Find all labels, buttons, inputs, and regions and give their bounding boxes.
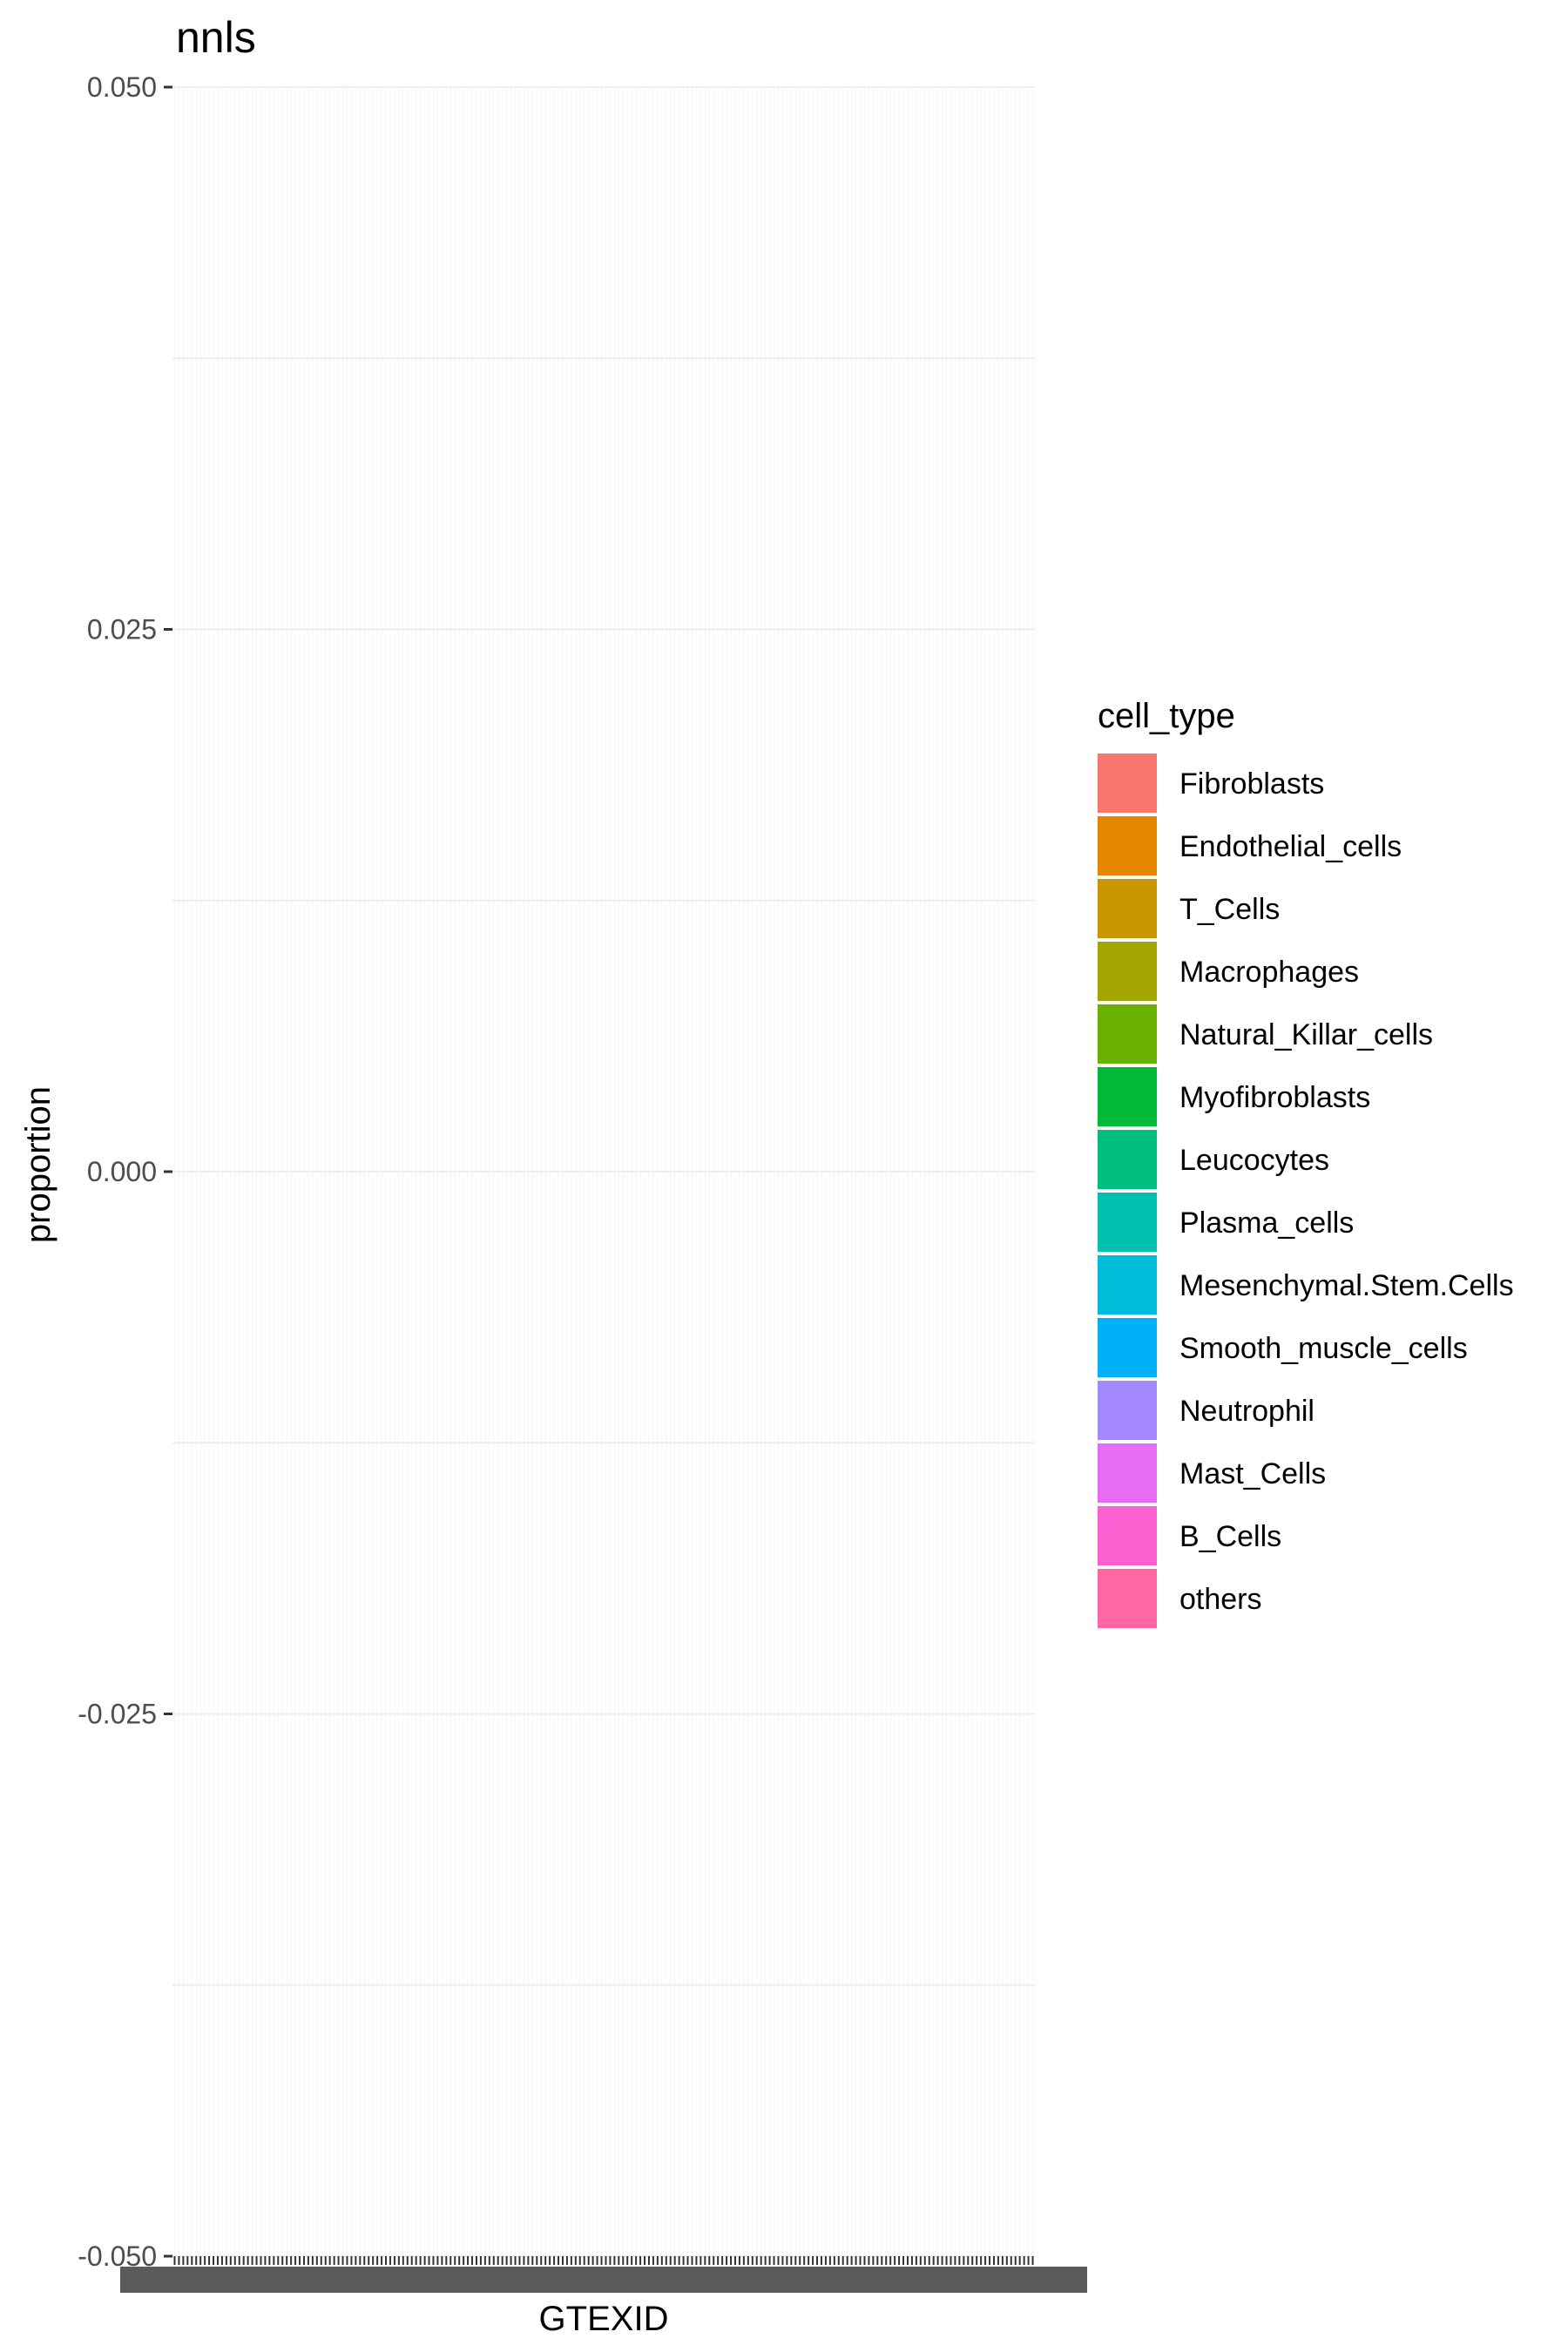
y-tick-label: 0.050 xyxy=(87,71,157,103)
legend-label: Myofibroblasts xyxy=(1179,1081,1370,1114)
legend-swatch xyxy=(1098,1255,1157,1315)
x-tick-labels-overplotted xyxy=(120,2267,1087,2293)
legend-swatch xyxy=(1098,1004,1157,1064)
chart-title: nnls xyxy=(176,13,256,62)
legend-swatch xyxy=(1098,942,1157,1001)
x-axis-title: GTEXID xyxy=(539,2300,669,2338)
legend-label: Mesenchymal.Stem.Cells xyxy=(1179,1269,1514,1302)
legend-label: T_Cells xyxy=(1179,893,1280,926)
legend-title: cell_type xyxy=(1098,697,1235,735)
legend-swatch xyxy=(1098,754,1157,813)
legend-label: Endothelial_cells xyxy=(1179,830,1402,863)
legend-swatch xyxy=(1098,1569,1157,1628)
legend-swatch xyxy=(1098,879,1157,938)
legend-label: Mast_Cells xyxy=(1179,1457,1326,1490)
legend-swatch xyxy=(1098,1067,1157,1126)
legend-label: Leucocytes xyxy=(1179,1144,1329,1177)
legend-label: Macrophages xyxy=(1179,956,1359,989)
y-tick-label: -0.025 xyxy=(78,1699,157,1730)
legend-label: Natural_Killar_cells xyxy=(1179,1018,1433,1051)
x-axis xyxy=(120,2256,1087,2293)
legend-entries: Fibroblasts Endothelial_cells T_Cells Macro… xyxy=(1098,754,1514,1628)
legend-swatch xyxy=(1098,1506,1157,1565)
legend-swatch xyxy=(1098,816,1157,875)
y-tick-label: 0.025 xyxy=(87,614,157,645)
y-tick-label: 0.000 xyxy=(87,1156,157,1187)
legend-swatch xyxy=(1098,1443,1157,1503)
legend: cell_type Fibroblasts Endothelial_cells T_… xyxy=(1098,697,1514,1628)
legend-swatch xyxy=(1098,1381,1157,1440)
legend-swatch xyxy=(1098,1193,1157,1252)
legend-swatch xyxy=(1098,1318,1157,1377)
y-axis-title: proportion xyxy=(19,1086,57,1243)
legend-label: Fibroblasts xyxy=(1179,767,1324,801)
legend-label: Smooth_muscle_cells xyxy=(1179,1332,1468,1365)
legend-label: Neutrophil xyxy=(1179,1395,1315,1428)
legend-label: B_Cells xyxy=(1179,1520,1281,1553)
legend-label: Plasma_cells xyxy=(1179,1206,1354,1240)
grid-lines xyxy=(172,86,1035,2257)
legend-label: others xyxy=(1179,1583,1262,1616)
legend-swatch xyxy=(1098,1130,1157,1189)
